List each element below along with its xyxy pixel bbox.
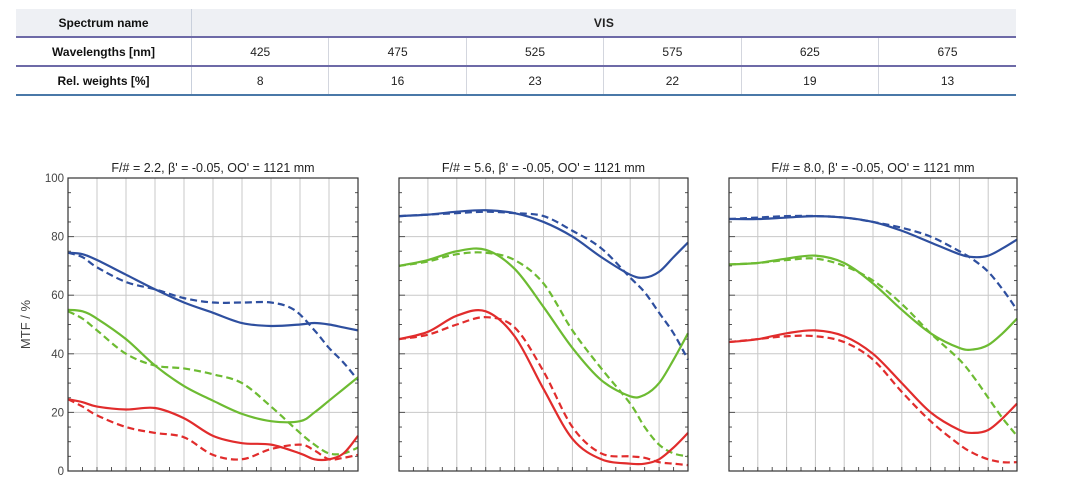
series-blue-dashed (728, 214, 1018, 311)
series-red-solid (728, 329, 1018, 435)
y-tick-label: 40 (51, 349, 64, 361)
weight-cell: 13 (878, 66, 1016, 96)
series-green-solid (398, 247, 689, 399)
series-blue-dashed (398, 210, 689, 361)
series-blue-solid (728, 214, 1018, 259)
series-red-dashed (728, 334, 1018, 464)
series-blue-dashed (67, 251, 359, 381)
series-blue-solid (398, 209, 689, 279)
spectrum-name-header: Spectrum name (16, 9, 192, 38)
wavelength-cell: 475 (328, 37, 467, 67)
wavelength-cell: 525 (466, 37, 605, 67)
weights-row: Rel. weights [%] 8 16 23 22 19 13 (16, 66, 1016, 96)
series-red-solid (398, 308, 689, 466)
chart-title: F/# = 2.2, β' = -0.05, OO' = 1121 mm (111, 161, 314, 175)
y-tick-label: 60 (51, 290, 64, 302)
spectrum-name-value: VIS (191, 9, 1016, 38)
weights-header: Rel. weights [%] (16, 66, 192, 96)
chart-title: F/# = 5.6, β' = -0.05, OO' = 1121 mm (442, 161, 645, 175)
series-blue-solid (67, 251, 359, 332)
spectrum-table: Spectrum name VIS Wavelengths [nm] 425 4… (16, 9, 1016, 96)
y-tick-label: 0 (58, 466, 64, 478)
weight-cell: 8 (191, 66, 330, 96)
series-green-solid (728, 254, 1018, 351)
y-axis-label: MTF / % (18, 300, 33, 350)
weight-cell: 16 (328, 66, 467, 96)
series-green-dashed (67, 310, 359, 456)
wavelength-cell: 575 (603, 37, 742, 67)
weight-cell: 23 (466, 66, 605, 96)
series-red-dashed (398, 316, 689, 467)
wavelength-cell: 425 (191, 37, 330, 67)
wavelength-cell: 625 (741, 37, 880, 67)
wavelength-cell: 675 (878, 37, 1016, 67)
series-green-solid (67, 308, 359, 424)
y-tick-label: 20 (51, 407, 64, 419)
plot-frame (728, 177, 1018, 472)
y-tick-label: 80 (51, 232, 64, 244)
plot-frame (67, 177, 359, 472)
mtf-chart-3: F/# = 8.0, β' = -0.05, OO' = 1121 mm (728, 161, 1018, 472)
spectrum-row: Spectrum name VIS (16, 9, 1016, 38)
series-green-dashed (398, 251, 689, 458)
wavelengths-header: Wavelengths [nm] (16, 37, 192, 67)
y-tick-label: 100 (45, 173, 64, 185)
mtf-chart-2: F/# = 5.6, β' = -0.05, OO' = 1121 mm (398, 161, 689, 472)
mtf-chart-1: F/# = 2.2, β' = -0.05, OO' = 1121 mm 0 20 4… (18, 161, 359, 478)
weight-cell: 19 (741, 66, 880, 96)
plot-frame (398, 177, 689, 472)
wavelengths-row: Wavelengths [nm] 425 475 525 575 625 675 (16, 37, 1016, 67)
series-green-dashed (728, 257, 1018, 437)
weight-cell: 22 (603, 66, 742, 96)
series-red-dashed (67, 398, 359, 461)
chart-title: F/# = 8.0, β' = -0.05, OO' = 1121 mm (771, 161, 974, 175)
